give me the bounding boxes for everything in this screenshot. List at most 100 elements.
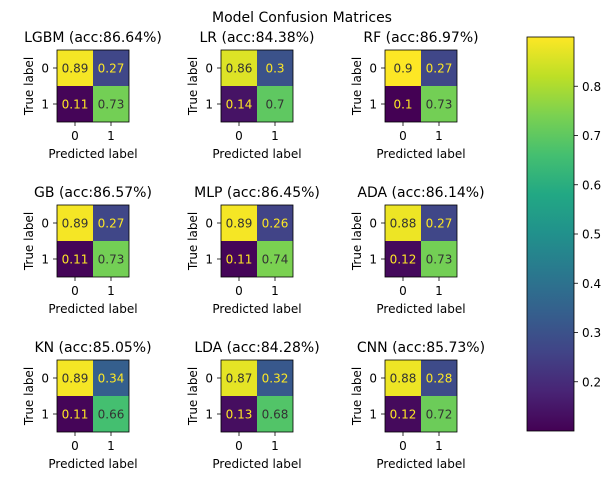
x-axis-label: Predicted label [212,147,301,161]
matrix-cell [421,50,457,86]
y-tick-label: 1 [41,253,49,267]
cell-value-label: 0.26 [262,217,289,231]
colorbar-tick-label: 0.2 [582,375,601,389]
x-axis-label: Predicted label [48,302,137,316]
matrix-cell [421,241,457,277]
cell-value-label: 0.34 [98,372,125,386]
cell-value-label: 0.11 [226,253,253,267]
y-tick-label: 0 [369,62,377,76]
cell-value-label: 0.27 [426,217,453,231]
matrix-cell [57,241,93,277]
colorbar-tick-label: 0.4 [582,277,601,291]
x-axis-label: Predicted label [376,302,465,316]
matrix-cell [57,50,93,86]
x-tick-label: 1 [107,284,115,298]
x-axis-label: Predicted label [48,147,137,161]
x-tick-label: 1 [107,129,115,143]
matrix-cell [221,396,257,432]
x-tick-label: 0 [399,439,407,453]
y-axis-label: True label [22,212,36,271]
matrix-cell [93,360,129,396]
colorbar-tick-label: 0.3 [582,326,601,340]
cell-value-label: 0.14 [226,98,253,112]
y-axis-label: True label [186,57,200,116]
matrix-panel: MLP (acc:86.45%) 0.89 0.26 0.11 0.74 0 1 0 1 Pred… [186,185,320,316]
y-axis-label: True label [350,212,364,271]
matrix-cell [221,50,257,86]
x-tick-label: 0 [399,284,407,298]
cell-value-label: 0.13 [226,408,253,422]
matrix-frame [220,204,294,278]
matrix-cell [57,396,93,432]
matrix-cell [385,50,421,86]
x-tick-label: 0 [235,284,243,298]
matrix-frame [384,359,458,433]
matrix-cell [257,50,293,86]
y-tick-label: 0 [369,217,377,231]
matrix-cell [257,86,293,122]
matrix-cell [385,205,421,241]
matrix-panel: LDA (acc:84.28%) 0.87 0.32 0.13 0.68 0 1 0 1 Pred… [186,340,320,471]
figure-title: Model Confusion Matrices [212,10,392,26]
cell-value-label: 0.86 [226,62,253,76]
colorbar-tick-label: 0.8 [582,80,601,94]
cell-value-label: 0.1 [393,98,412,112]
matrix-frame [384,204,458,278]
matrix-title: ADA (acc:86.14%) [357,185,484,201]
y-tick-label: 0 [41,217,49,231]
y-tick-label: 1 [369,253,377,267]
x-axis-label: Predicted label [212,457,301,471]
colorbar: 0.2 0.3 0.4 0.5 0.6 0.7 0.8 [526,36,601,432]
matrix-frame [56,359,130,433]
matrix-cell [93,205,129,241]
y-tick-label: 1 [41,408,49,422]
x-tick-label: 1 [435,284,443,298]
matrix-frame [56,204,130,278]
y-axis-label: True label [22,57,36,116]
matrix-cell [57,205,93,241]
cell-value-label: 0.9 [393,62,412,76]
matrix-cell [257,241,293,277]
matrix-cell [421,86,457,122]
cell-value-label: 0.27 [426,62,453,76]
cell-value-label: 0.73 [426,253,453,267]
cell-value-label: 0.11 [62,253,89,267]
cell-value-label: 0.89 [62,217,89,231]
matrix-frame [220,49,294,123]
x-tick-label: 1 [271,129,279,143]
matrix-panel: KN (acc:85.05%) 0.89 0.34 0.11 0.66 0 1 0 1 Predi… [22,340,152,471]
x-tick-label: 1 [271,439,279,453]
cell-value-label: 0.73 [426,98,453,112]
matrix-title: CNN (acc:85.73%) [357,340,485,356]
y-tick-label: 1 [205,408,213,422]
matrix-title: MLP (acc:86.45%) [194,185,320,201]
cell-value-label: 0.11 [62,408,89,422]
cell-value-label: 0.66 [98,408,125,422]
matrix-cell [257,205,293,241]
x-tick-label: 0 [71,439,79,453]
cell-value-label: 0.28 [426,372,453,386]
matrix-panel: LR (acc:84.38%) 0.86 0.3 0.14 0.7 0 1 0 1 Predict… [186,30,314,161]
y-tick-label: 0 [205,62,213,76]
y-axis-label: True label [186,212,200,271]
matrix-title: KN (acc:85.05%) [34,340,151,356]
matrix-title: LR (acc:84.38%) [200,30,315,46]
cell-value-label: 0.72 [426,408,453,422]
cell-value-label: 0.11 [62,98,89,112]
matrix-frame [56,49,130,123]
matrix-cell [257,360,293,396]
y-tick-label: 0 [41,62,49,76]
matrix-cell [93,86,129,122]
matrix-cell [421,396,457,432]
x-tick-label: 0 [71,284,79,298]
matrix-cell [93,50,129,86]
x-tick-label: 0 [71,129,79,143]
matrix-title: GB (acc:86.57%) [34,185,152,201]
y-axis-label: True label [186,367,200,426]
x-tick-label: 0 [235,129,243,143]
x-axis-label: Predicted label [48,457,137,471]
cell-value-label: 0.27 [98,217,125,231]
x-axis-label: Predicted label [212,302,301,316]
cell-value-label: 0.88 [390,372,417,386]
matrix-panel: RF (acc:86.97%) 0.9 0.27 0.1 0.73 0 1 0 1 Predict… [350,30,479,161]
